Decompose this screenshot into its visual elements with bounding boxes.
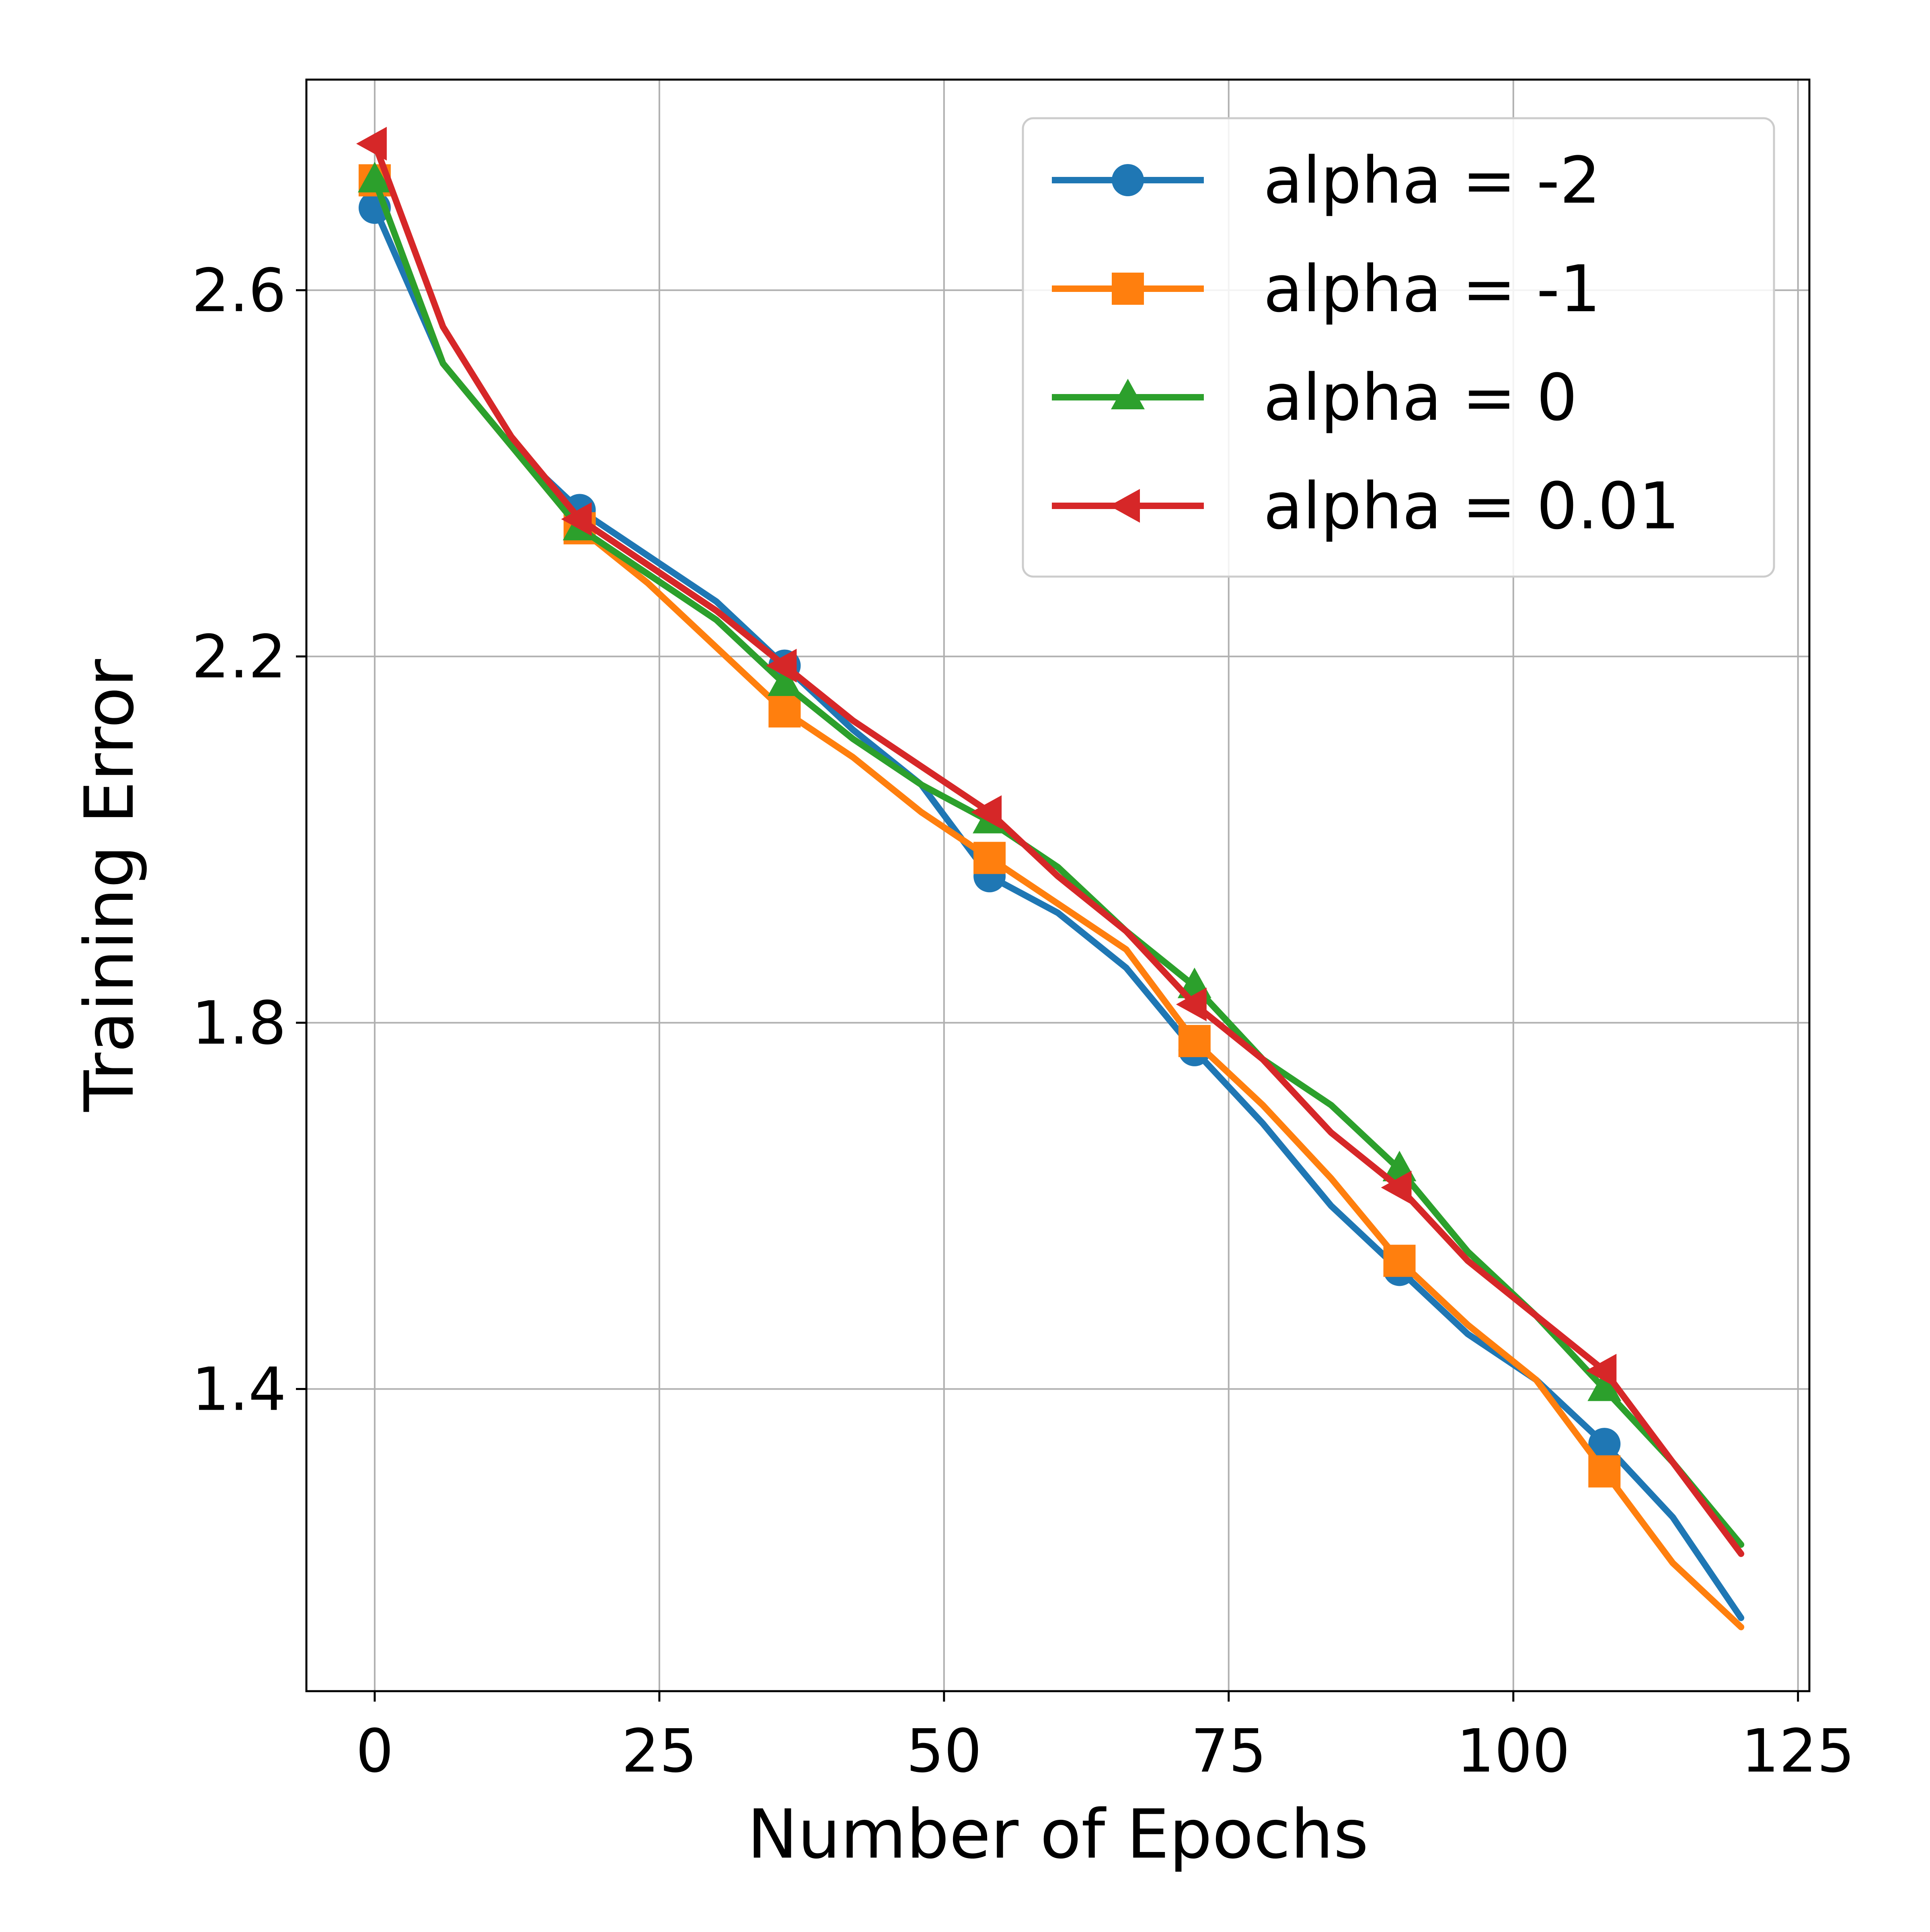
data-point <box>1176 988 1207 1022</box>
data-point <box>766 649 797 683</box>
legend-label: alpha = -1 <box>1263 251 1601 326</box>
y-tick-label: 2.6 <box>192 256 286 325</box>
legend-swatch-marker <box>1111 379 1145 409</box>
data-point <box>1586 1353 1617 1388</box>
data-point <box>768 665 802 696</box>
series-line <box>371 140 1745 1557</box>
legend-label: alpha = 0 <box>1263 360 1577 435</box>
data-point <box>1588 1428 1621 1460</box>
data-point <box>1381 1170 1412 1205</box>
data-point <box>357 162 392 193</box>
data-point <box>1383 1244 1416 1277</box>
data-point <box>1588 1455 1621 1488</box>
data-point <box>768 695 801 728</box>
data-point <box>561 502 592 536</box>
legend-item: alpha = 0 <box>1052 360 1577 435</box>
series-3 <box>356 127 1745 1557</box>
y-tick-label: 2.2 <box>192 622 286 692</box>
data-point <box>1178 1025 1211 1057</box>
x-tick-label: 125 <box>1741 1716 1855 1786</box>
x-tick-label: 100 <box>1456 1716 1570 1786</box>
tick-layer: 0 25 50 75 100 125 1.4 1.8 2.2 2.6 <box>192 256 1855 1786</box>
legend-swatch-marker <box>1112 164 1144 196</box>
data-point <box>973 842 1006 874</box>
plot-frame <box>305 78 1811 1692</box>
x-tick-label: 50 <box>906 1716 982 1786</box>
legend-item: alpha = -1 <box>1052 251 1601 326</box>
legend-swatch-marker <box>1109 489 1140 523</box>
x-axis-title: Number of Epochs <box>747 1795 1369 1874</box>
legend-label: alpha = -2 <box>1263 143 1601 218</box>
x-tick-label: 25 <box>622 1716 697 1786</box>
series-layer <box>356 127 1745 1630</box>
legend-label: alpha = 0.01 <box>1263 468 1680 544</box>
data-point <box>1587 1370 1622 1401</box>
legend-item: alpha = 0.01 <box>1052 468 1680 544</box>
legend-item: alpha = -2 <box>1052 143 1601 218</box>
x-tick-label: 75 <box>1191 1716 1267 1786</box>
legend: alpha = -2 alpha = -1 alpha = 0 alpha = 0.0… <box>1022 117 1775 578</box>
data-point <box>356 127 387 161</box>
data-point <box>971 795 1002 829</box>
y-tick-label: 1.4 <box>192 1355 286 1424</box>
legend-items: alpha = -2 alpha = -1 alpha = 0 alpha = 0.0… <box>1052 143 1680 544</box>
legend-swatch-marker <box>1112 273 1144 305</box>
y-tick-label: 1.8 <box>192 989 286 1058</box>
y-axis-title: Training Error <box>70 659 149 1112</box>
legend-box <box>1022 117 1775 578</box>
x-tick-label: 0 <box>356 1716 394 1786</box>
